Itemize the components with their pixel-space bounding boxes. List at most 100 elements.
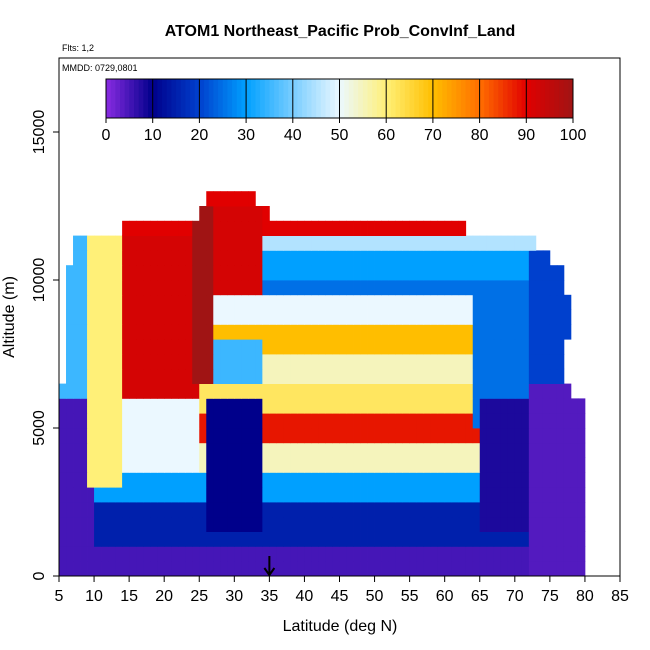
heatmap-cell	[129, 487, 137, 503]
colorbar-swatch	[180, 79, 186, 118]
heatmap-cell	[318, 280, 326, 296]
heatmap-cell	[339, 235, 347, 251]
heatmap-cell	[325, 250, 333, 266]
heatmap-cell	[262, 531, 270, 547]
heatmap-cell	[220, 265, 228, 281]
heatmap-cell	[521, 398, 530, 414]
heatmap-cell	[521, 265, 530, 281]
heatmap-cell	[220, 546, 228, 562]
heatmap-cell	[143, 235, 151, 251]
heatmap-cell	[360, 309, 368, 325]
heatmap-cell	[143, 442, 151, 458]
heatmap-cell	[248, 472, 256, 488]
heatmap-cell	[472, 413, 481, 429]
heatmap-cell	[563, 398, 572, 414]
heatmap-cell	[416, 324, 425, 340]
heatmap-cell	[514, 561, 523, 577]
heatmap-cell	[73, 339, 81, 355]
heatmap-cell	[115, 354, 123, 370]
heatmap-cell	[297, 502, 305, 518]
heatmap-cell	[423, 457, 432, 473]
heatmap-cell	[430, 487, 439, 503]
heatmap-cell	[437, 383, 446, 399]
heatmap-cell	[234, 398, 242, 414]
heatmap-cell	[108, 265, 116, 281]
heatmap-cell	[199, 546, 207, 562]
heatmap-cell	[213, 442, 221, 458]
heatmap-cell	[360, 516, 368, 532]
heatmap-cell	[143, 398, 151, 414]
colorbar-swatch	[540, 79, 546, 118]
heatmap-cell	[346, 457, 354, 473]
heatmap-cell	[339, 280, 347, 296]
heatmap-cell	[199, 487, 207, 503]
heatmap-cell	[283, 413, 291, 429]
heatmap-cell	[115, 324, 123, 340]
heatmap-cell	[549, 294, 558, 310]
heatmap-cell	[199, 457, 207, 473]
colorbar-swatch	[400, 79, 406, 118]
heatmap-cell	[94, 324, 102, 340]
heatmap-cell	[416, 487, 425, 503]
heatmap-cell	[542, 516, 551, 532]
heatmap-cell	[269, 516, 277, 532]
heatmap-cell	[416, 368, 425, 384]
heatmap-cell	[332, 235, 340, 251]
heatmap-cell	[507, 502, 516, 518]
heatmap-cell	[416, 442, 425, 458]
heatmap-cell	[409, 561, 418, 577]
heatmap-cell	[297, 280, 305, 296]
heatmap-cell	[493, 250, 502, 266]
heatmap-cell	[241, 368, 249, 384]
heatmap-cell	[486, 235, 495, 251]
heatmap-cell	[556, 398, 565, 414]
heatmap-cell	[108, 339, 116, 355]
heatmap-cell	[192, 265, 200, 281]
heatmap-cell	[423, 561, 432, 577]
heatmap-cell	[332, 383, 340, 399]
heatmap-cell	[577, 428, 586, 444]
heatmap-cell	[388, 368, 396, 384]
heatmap-cell	[479, 413, 488, 429]
heatmap-cell	[115, 250, 123, 266]
heatmap-cell	[248, 354, 256, 370]
heatmap-cell	[465, 383, 474, 399]
heatmap-cell	[143, 383, 151, 399]
colorbar-swatch	[358, 79, 364, 118]
heatmap-cell	[136, 368, 144, 384]
heatmap-cell	[87, 561, 95, 577]
heatmap-cell	[409, 428, 418, 444]
heatmap-cell	[241, 354, 249, 370]
heatmap-cell	[444, 531, 453, 547]
heatmap-cell	[549, 502, 558, 518]
colorbar-swatch	[134, 79, 140, 118]
heatmap-cell	[80, 265, 88, 281]
heatmap-cell	[549, 280, 558, 296]
heatmap-cell	[437, 531, 446, 547]
heatmap-cell	[206, 309, 214, 325]
heatmap-cell	[325, 428, 333, 444]
heatmap-cell	[255, 457, 263, 473]
heatmap-cell	[451, 516, 460, 532]
heatmap-cell	[535, 487, 544, 503]
heatmap-cell	[59, 516, 67, 532]
heatmap-cell	[430, 368, 439, 384]
heatmap-cell	[213, 265, 221, 281]
heatmap-cell	[325, 457, 333, 473]
heatmap-cell	[101, 339, 109, 355]
heatmap-cell	[206, 516, 214, 532]
colorbar-swatch	[456, 79, 462, 118]
heatmap-cell	[325, 502, 333, 518]
heatmap-cell	[528, 309, 537, 325]
heatmap-cell	[157, 354, 165, 370]
x-tick-label: 15	[120, 588, 138, 605]
heatmap-cell	[346, 354, 354, 370]
heatmap-cell	[234, 265, 242, 281]
heatmap-cell	[381, 309, 389, 325]
heatmap-cell	[304, 487, 312, 503]
heatmap-cell	[577, 472, 586, 488]
heatmap-cell	[171, 324, 179, 340]
heatmap-cell	[395, 280, 404, 296]
heatmap-cell	[164, 546, 172, 562]
heatmap-cell	[367, 265, 375, 281]
